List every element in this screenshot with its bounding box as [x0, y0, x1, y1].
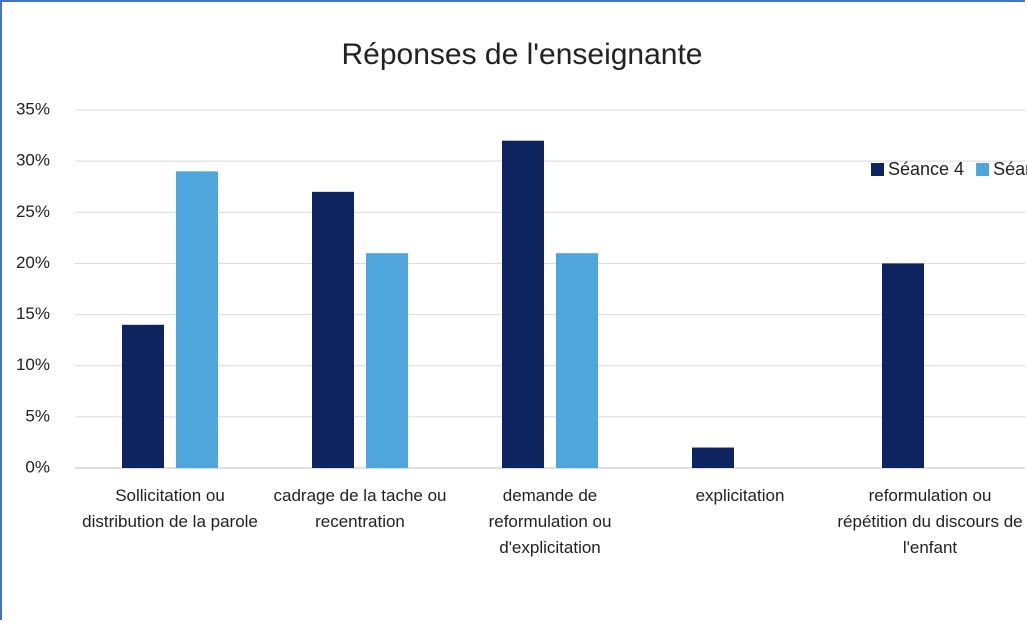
legend-swatch — [871, 163, 884, 176]
x-tick-label: Sollicitation ou distribution de la paro… — [82, 486, 258, 531]
bar — [882, 263, 924, 468]
y-tick-label: 10% — [16, 355, 50, 374]
bar — [122, 324, 164, 468]
legend-swatch — [976, 163, 990, 176]
y-tick-label: 0% — [25, 457, 50, 476]
legend-label: Séance 4 — [888, 159, 964, 179]
y-tick-label: 35% — [16, 99, 50, 118]
y-tick-label: 30% — [16, 151, 50, 170]
bar — [502, 140, 544, 468]
x-tick-label: explicitation — [695, 486, 785, 505]
y-tick-label: 25% — [16, 202, 50, 221]
x-tick-label: reformulation ou répétition du discours … — [837, 486, 1023, 557]
x-tick-label: demande de reformulation ou d'explicitat… — [488, 486, 612, 557]
legend-label: Séance 5 — [993, 159, 1027, 179]
bar — [176, 171, 218, 468]
y-tick-label: 5% — [25, 406, 50, 425]
bar — [366, 253, 408, 468]
bar — [556, 253, 598, 468]
chart-title: Réponses de l'enseignante — [342, 38, 703, 71]
x-tick-label: cadrage de la tache ou recentration — [273, 486, 447, 531]
bar — [692, 447, 734, 468]
bar — [312, 191, 354, 469]
y-tick-label: 20% — [16, 253, 50, 272]
y-tick-label: 15% — [16, 304, 50, 323]
